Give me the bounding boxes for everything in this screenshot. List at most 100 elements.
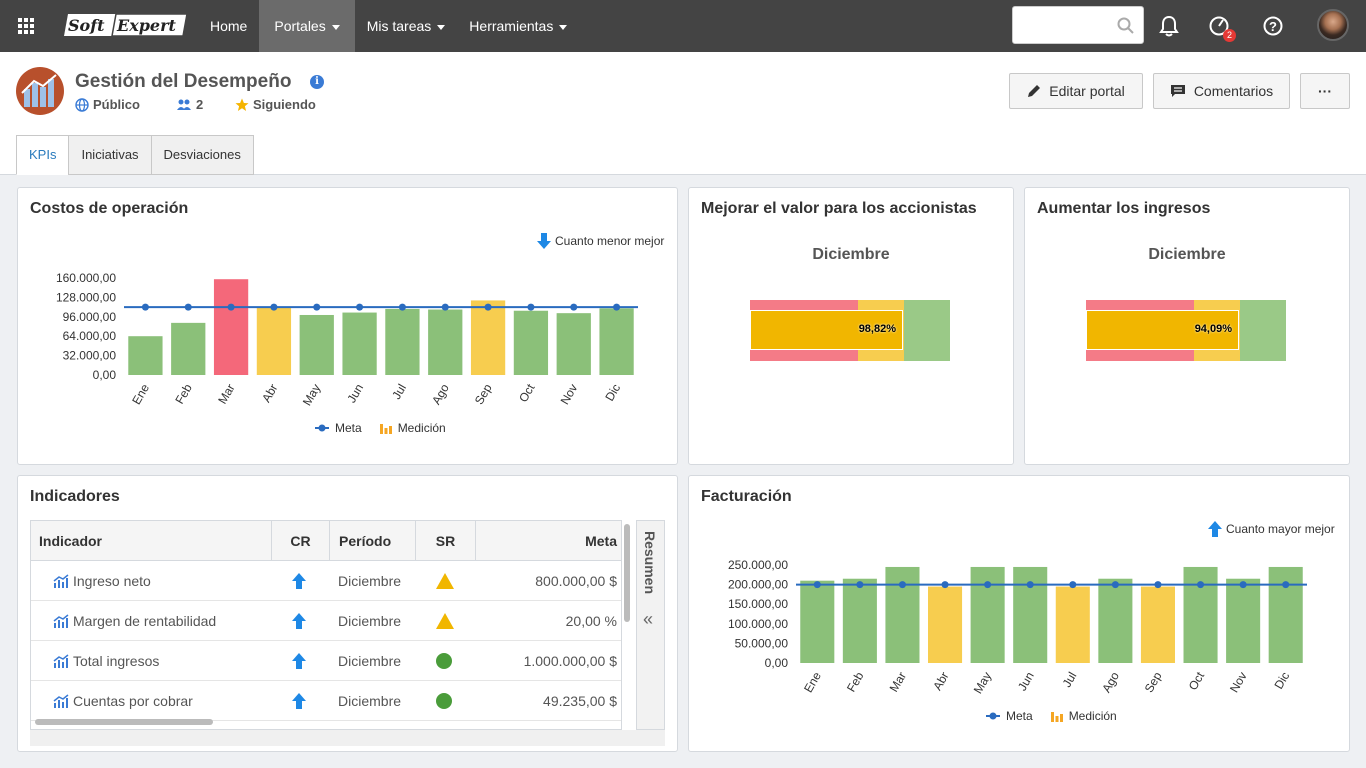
bar-sep[interactable]: [470, 300, 506, 375]
help-icon[interactable]: ?: [1260, 13, 1286, 39]
meta-point[interactable]: [984, 581, 992, 589]
tab-iniciativas[interactable]: Iniciativas: [68, 135, 152, 175]
horizontal-scrollbar[interactable]: [35, 719, 213, 725]
bar-feb[interactable]: [842, 578, 877, 663]
comments-button[interactable]: Comentarios: [1153, 73, 1290, 109]
gauge-value-label: 94,09%: [1194, 323, 1232, 335]
warning-triangle-icon: [436, 613, 454, 629]
indicator-name-cell[interactable]: Cuentas por cobrar: [53, 681, 193, 721]
search-icon[interactable]: [1117, 17, 1135, 35]
search-input[interactable]: [1012, 6, 1144, 44]
meta-point[interactable]: [270, 303, 278, 311]
bar-dic[interactable]: [599, 308, 634, 375]
edit-portal-button[interactable]: Editar portal: [1009, 73, 1143, 109]
meta-point[interactable]: [227, 303, 235, 311]
collapse-icon[interactable]: «: [643, 609, 654, 629]
meta-point[interactable]: [441, 303, 449, 311]
bar-nov[interactable]: [556, 313, 591, 375]
meta-point[interactable]: [313, 303, 321, 311]
bar-abr[interactable]: [256, 307, 292, 375]
meta-legend-icon: [986, 712, 1000, 720]
meta-point[interactable]: [570, 303, 578, 311]
meta-point[interactable]: [141, 303, 149, 311]
bar-abr[interactable]: [928, 586, 963, 663]
column-header-cr[interactable]: CR: [271, 521, 329, 561]
x-tick-label: Oct: [516, 381, 538, 405]
meta-point[interactable]: [1239, 581, 1247, 589]
tab-kpis[interactable]: KPIs: [16, 135, 70, 175]
period-cell: Diciembre: [338, 573, 402, 589]
bar-jul[interactable]: [385, 308, 420, 375]
meta-point[interactable]: [1026, 581, 1034, 589]
meta-point[interactable]: [1282, 581, 1290, 589]
more-options-button[interactable]: ···: [1300, 73, 1350, 109]
y-tick-label: 128.000,00: [56, 290, 116, 304]
meta-point[interactable]: [1069, 581, 1077, 589]
y-tick-label: 96.000,00: [63, 310, 117, 324]
trend-chart-icon: [53, 574, 69, 588]
bar-ene[interactable]: [128, 336, 163, 375]
meta-point[interactable]: [1154, 581, 1162, 589]
meta-point[interactable]: [184, 303, 192, 311]
summary-side-tab[interactable]: Resumen «: [636, 520, 665, 730]
meta-point[interactable]: [356, 303, 364, 311]
meta-point[interactable]: [898, 581, 906, 589]
bar-jun[interactable]: [342, 312, 377, 375]
bar-sep[interactable]: [1140, 586, 1175, 663]
arrow-up-icon: [291, 573, 307, 589]
meta-point[interactable]: [398, 303, 406, 311]
user-avatar[interactable]: [1317, 9, 1349, 41]
column-header-sr[interactable]: SR: [415, 521, 475, 561]
bar-ene[interactable]: [800, 580, 835, 663]
tab-desviaciones[interactable]: Desviaciones: [150, 135, 254, 175]
indicator-name-cell[interactable]: Margen de rentabilidad: [53, 601, 216, 641]
bar-jul[interactable]: [1055, 586, 1090, 663]
x-tick-label: Mar: [215, 382, 237, 407]
softexpert-logo[interactable]: Soft Expert: [62, 12, 189, 38]
meta-point[interactable]: [1111, 581, 1119, 589]
nav-portales[interactable]: Portales: [259, 0, 355, 52]
meta-point[interactable]: [941, 581, 949, 589]
meta-point[interactable]: [484, 303, 492, 311]
meta-point[interactable]: [1197, 581, 1205, 589]
y-tick-label: 160.000,00: [56, 271, 116, 285]
bar-oct[interactable]: [513, 310, 549, 375]
apps-menu-icon[interactable]: [0, 0, 52, 52]
following-toggle[interactable]: Siguiendo: [235, 97, 316, 112]
nav-home[interactable]: Home: [210, 18, 248, 34]
bar-mar[interactable]: [213, 279, 249, 375]
meta-point[interactable]: [856, 581, 864, 589]
members-count[interactable]: 2: [176, 97, 203, 112]
direction-hint: Cuanto menor mejor: [537, 233, 664, 249]
column-header-indicador[interactable]: Indicador: [31, 521, 271, 561]
table-footer: [30, 730, 665, 746]
meta-point[interactable]: [527, 303, 535, 311]
table-row[interactable]: Cuentas por cobrar Diciembre 49.235,00 $: [31, 681, 621, 721]
column-header-meta[interactable]: Meta: [475, 521, 621, 561]
bar-ago[interactable]: [1098, 578, 1133, 663]
costos-card: Costos de operación Cuanto menor mejor 1…: [17, 187, 678, 465]
table-row[interactable]: Ingreso neto Diciembre 800.000,00 $: [31, 561, 621, 601]
nav-mis-tareas[interactable]: Mis tareas: [355, 0, 458, 52]
x-tick-label: Sep: [1142, 669, 1165, 695]
indicator-name-cell[interactable]: Ingreso neto: [53, 561, 151, 601]
bar-feb[interactable]: [171, 322, 206, 375]
indicator-name-cell[interactable]: Total ingresos: [53, 641, 159, 681]
vertical-scrollbar[interactable]: [624, 524, 630, 622]
meta-point[interactable]: [813, 581, 821, 589]
table-row[interactable]: Total ingresos Diciembre 1.000.000,00 $: [31, 641, 621, 681]
y-tick-label: 100.000,00: [728, 617, 788, 631]
bar-nov[interactable]: [1226, 578, 1261, 663]
page-title: Gestión del Desempeño: [75, 71, 292, 92]
tasks-gauge-icon[interactable]: 2: [1206, 13, 1236, 42]
meta-point[interactable]: [613, 303, 621, 311]
bar-may[interactable]: [299, 314, 334, 375]
table-row[interactable]: Margen de rentabilidad Diciembre 20,00 %: [31, 601, 621, 641]
column-header-periodo[interactable]: Período: [329, 521, 415, 561]
bar-ago[interactable]: [428, 309, 463, 375]
nav-herramientas[interactable]: Herramientas: [457, 0, 579, 52]
info-icon[interactable]: i: [310, 75, 324, 89]
x-tick-label: May: [300, 382, 323, 409]
x-tick-label: Sep: [472, 381, 495, 407]
bell-icon[interactable]: [1156, 13, 1182, 39]
